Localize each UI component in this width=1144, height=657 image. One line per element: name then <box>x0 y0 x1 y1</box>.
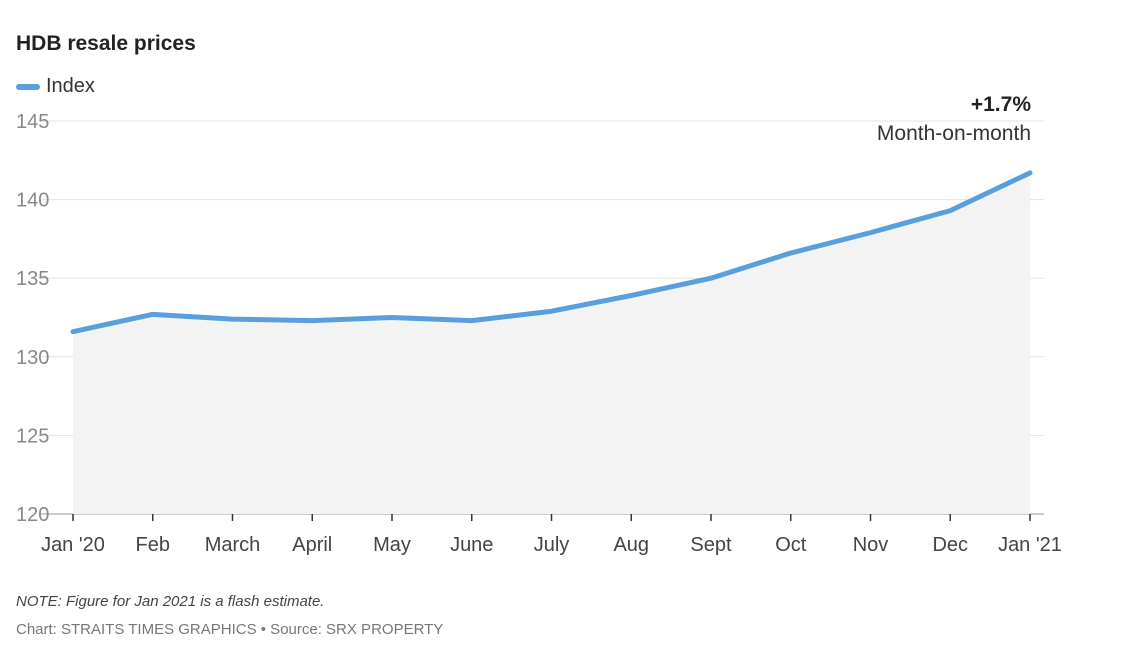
x-tick-label: Dec <box>932 534 968 556</box>
annotation-label: Month-on-month <box>877 122 1031 145</box>
x-tick-label: Oct <box>775 534 807 556</box>
x-tick-label: Sept <box>690 534 732 556</box>
x-tick-label: Jan '21 <box>998 534 1062 556</box>
x-tick-label: Aug <box>613 534 649 556</box>
footnote: NOTE: Figure for Jan 2021 is a flash est… <box>16 593 325 610</box>
x-tick-label: Feb <box>136 534 170 556</box>
y-tick-label: 125 <box>16 425 49 447</box>
x-tick-label: June <box>450 534 493 556</box>
annotation-value: +1.7% <box>971 93 1031 116</box>
x-tick-label: April <box>292 534 332 556</box>
y-tick-label: 135 <box>16 268 49 290</box>
area-fill <box>73 172 1030 514</box>
x-tick-label: May <box>373 534 411 556</box>
legend-label: Index <box>46 75 95 97</box>
x-tick-label: Jan '20 <box>41 534 105 556</box>
x-tick-label: March <box>205 534 261 556</box>
y-tick-label: 120 <box>16 504 49 526</box>
y-tick-label: 130 <box>16 347 49 369</box>
x-tick-label: July <box>534 534 570 556</box>
legend: Index <box>16 75 95 98</box>
y-tick-label: 140 <box>16 190 49 212</box>
chart-title: HDB resale prices <box>16 32 196 55</box>
legend-swatch <box>16 83 40 90</box>
x-tick-label: Nov <box>853 534 889 556</box>
credit: Chart: STRAITS TIMES GRAPHICS • Source: … <box>16 621 444 638</box>
y-tick-label: 145 <box>16 111 49 133</box>
